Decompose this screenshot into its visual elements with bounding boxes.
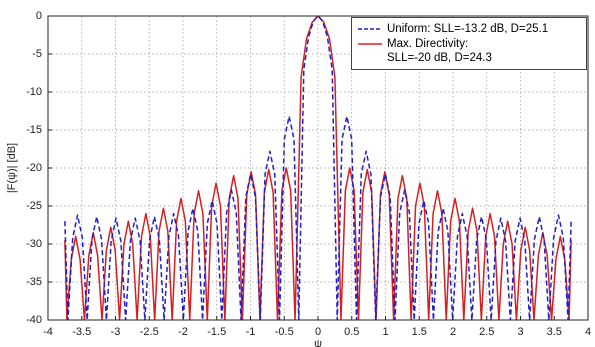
y-tick-label: -35 (26, 276, 42, 288)
x-tick-label: 3.5 (547, 326, 562, 338)
legend-entry: Max. Directivity: SLL=-20 dB, D=24.3 (357, 37, 581, 65)
y-tick-label: -5 (32, 48, 42, 60)
x-axis-label: ψ (314, 338, 322, 347)
legend-label: Uniform: SLL=-13.2 dB, D=25.1 (387, 23, 549, 35)
y-tick-label: -25 (26, 200, 42, 212)
y-axis-label: |F(ψ)| [dB] (6, 143, 18, 193)
x-tick-label: -1.5 (207, 326, 226, 338)
y-tick-label: -30 (26, 238, 42, 250)
y-tick-label: -20 (26, 162, 42, 174)
x-tick-label: -3 (111, 326, 121, 338)
x-tick-label: -2.5 (140, 326, 159, 338)
x-tick-label: -3.5 (72, 326, 91, 338)
legend-label: Max. Directivity: SLL=-20 dB, D=24.3 (387, 38, 492, 64)
legend-swatch (358, 43, 382, 45)
x-tick-label: 1.5 (412, 326, 427, 338)
x-tick-label: 2.5 (479, 326, 494, 338)
x-tick-label: 0.5 (344, 326, 359, 338)
legend-entry: Uniform: SLL=-13.2 dB, D=25.1 (357, 22, 581, 36)
legend-swatch (358, 28, 382, 30)
y-tick-label: 0 (36, 10, 42, 22)
legend: Uniform: SLL=-13.2 dB, D=25.1 Max. Direct… (351, 17, 587, 70)
x-tick-label: 2 (450, 326, 456, 338)
series-line (64, 16, 572, 320)
x-tick-label: -2 (178, 326, 188, 338)
x-tick-label: 3 (517, 326, 523, 338)
x-tick-label: 4 (585, 326, 591, 338)
x-tick-label: 1 (382, 326, 388, 338)
x-tick-label: -0.5 (275, 326, 294, 338)
x-tick-label: -1 (246, 326, 256, 338)
plot-lines (64, 16, 572, 320)
y-tick-label: -15 (26, 124, 42, 136)
y-tick-label: -40 (26, 314, 42, 326)
y-tick-label: -10 (26, 86, 42, 98)
x-tick-label: 0 (315, 326, 321, 338)
x-tick-label: -4 (43, 326, 53, 338)
